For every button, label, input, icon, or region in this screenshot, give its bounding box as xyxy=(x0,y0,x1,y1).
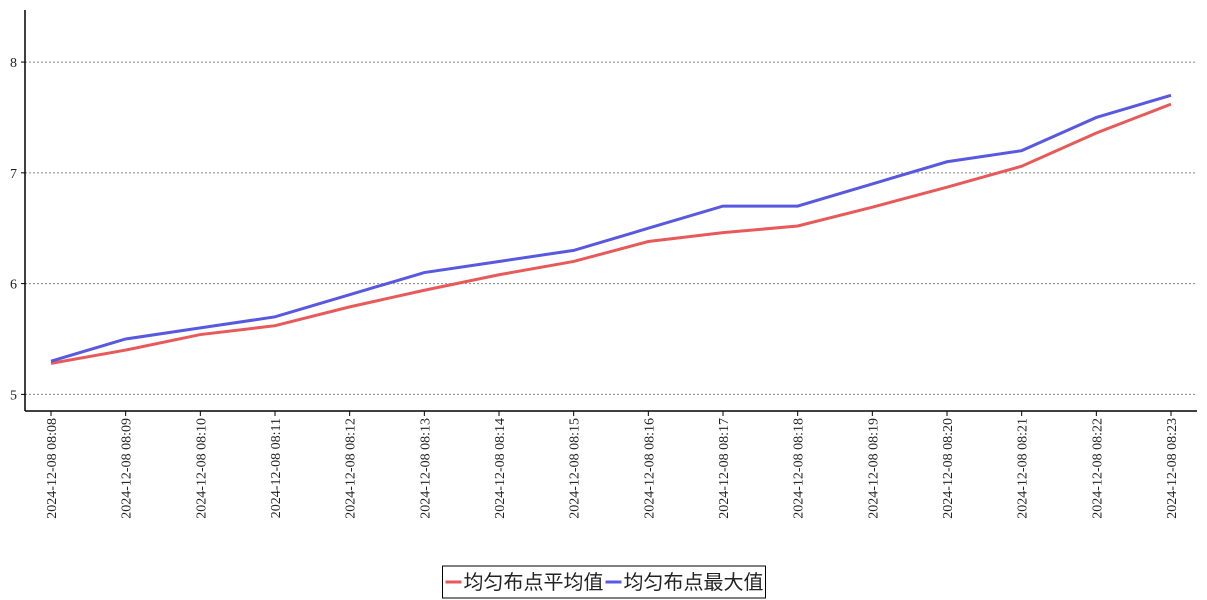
y-tick-label: 5 xyxy=(10,388,17,403)
x-tick-label: 2024-12-08 08:23 xyxy=(1165,418,1180,519)
x-tick-label: 2024-12-08 08:21 xyxy=(1016,418,1031,519)
x-tick-label: 2024-12-08 08:14 xyxy=(493,418,508,519)
x-tick-label: 2024-12-08 08:19 xyxy=(866,418,881,519)
x-tick-label: 2024-12-08 08:17 xyxy=(717,418,732,519)
series-line xyxy=(50,102,1172,365)
x-tick-label: 2024-12-08 08:09 xyxy=(120,418,135,519)
x-tick-label: 2024-12-08 08:18 xyxy=(792,418,807,519)
y-tick-label: 8 xyxy=(10,56,17,71)
y-tick-label: 7 xyxy=(10,167,17,182)
x-tick-label: 2024-12-08 08:11 xyxy=(269,418,284,518)
x-tick-label: 2024-12-08 08:08 xyxy=(45,418,60,519)
legend-label: 均匀布点最大值 xyxy=(624,571,764,594)
x-tick-label: 2024-12-08 08:20 xyxy=(941,418,956,519)
legend-label: 均匀布点平均值 xyxy=(464,571,604,594)
x-tick-label: 2024-12-08 08:13 xyxy=(418,418,433,519)
legend-box xyxy=(442,565,766,599)
x-tick-label: 2024-12-08 08:10 xyxy=(194,418,209,519)
x-tick-label: 2024-12-08 08:16 xyxy=(642,418,657,519)
x-tick-label: 2024-12-08 08:15 xyxy=(568,418,583,519)
series-line xyxy=(50,93,1172,363)
x-tick-label: 2024-12-08 08:22 xyxy=(1090,418,1105,519)
legend: 均匀布点平均值 均匀布点最大值 xyxy=(442,565,766,599)
y-tick-label: 6 xyxy=(10,278,17,293)
x-tick-label: 2024-12-08 08:12 xyxy=(344,418,359,519)
